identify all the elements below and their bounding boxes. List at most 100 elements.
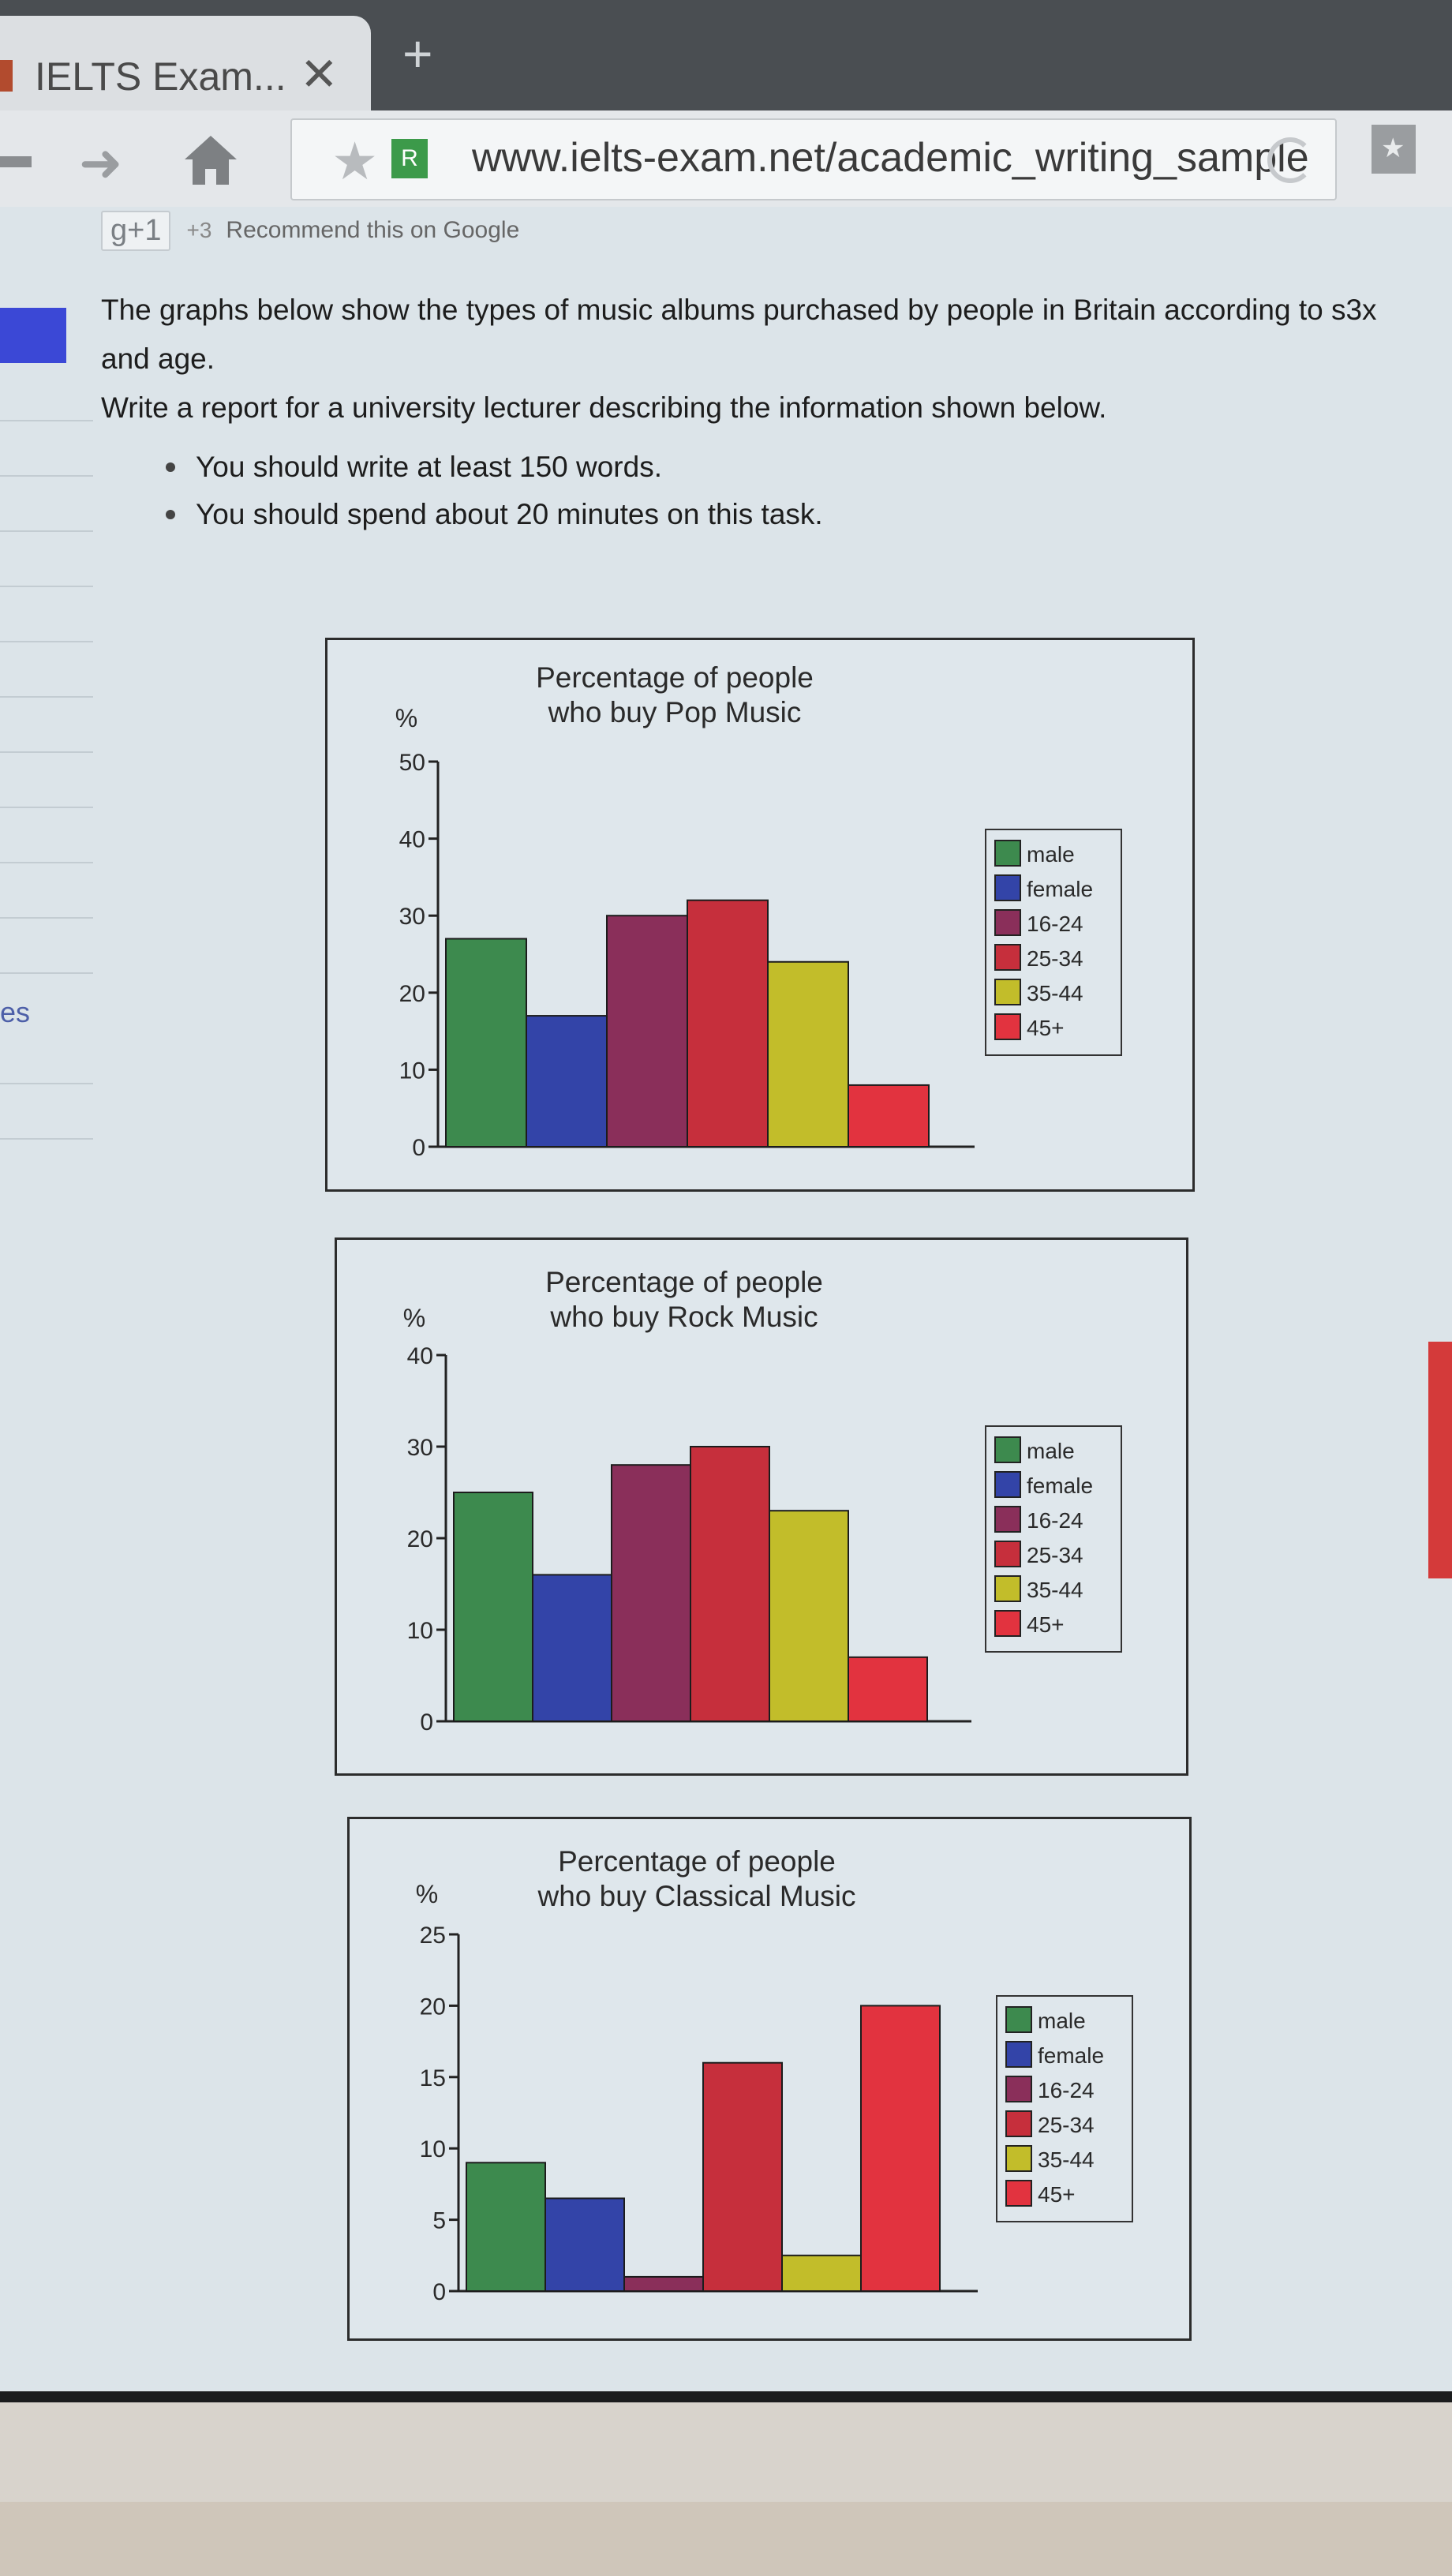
task-line: and age. bbox=[101, 343, 215, 375]
screen-edge bbox=[0, 2391, 1452, 2402]
task-bullets: You should write at least 150 words. You… bbox=[166, 444, 823, 538]
google-plus-widget: g+1 +3 Recommend this on Google bbox=[101, 210, 519, 251]
legend-label: 35-44 bbox=[1027, 1578, 1083, 1602]
legend-swatch bbox=[994, 874, 1021, 901]
legend-swatch bbox=[994, 979, 1021, 1005]
y-tick-label: 30 bbox=[407, 1435, 433, 1461]
site-favicon-icon: R bbox=[391, 139, 428, 178]
gplus-button[interactable]: g+1 bbox=[101, 210, 171, 251]
legend-swatch bbox=[1005, 2180, 1032, 2207]
bar-25-34 bbox=[702, 2061, 783, 2292]
legend-swatch bbox=[994, 1436, 1021, 1463]
home-icon[interactable] bbox=[183, 134, 238, 186]
legend-swatch bbox=[1005, 2145, 1032, 2172]
bar-45+ bbox=[848, 1084, 930, 1148]
y-tick-label: 5 bbox=[432, 2208, 446, 2234]
reload-icon[interactable] bbox=[1267, 137, 1313, 183]
chart-title: who buy Rock Music bbox=[549, 1301, 818, 1333]
sidebar-divider bbox=[0, 696, 93, 698]
legend-box bbox=[985, 829, 1122, 1056]
bar-45+ bbox=[860, 2005, 941, 2292]
sidebar-divider bbox=[0, 862, 93, 863]
bar-male bbox=[466, 2162, 546, 2292]
sidebar-divider bbox=[0, 1083, 93, 1084]
browser-tab[interactable]: IELTS Exam... ✕ bbox=[0, 16, 371, 118]
sidebar-divider bbox=[0, 420, 93, 421]
classical-music-chart: Percentage of people who buy Classical Mu… bbox=[347, 1817, 1192, 2341]
sidebar-divider bbox=[0, 1138, 93, 1140]
chart-title: Percentage of people bbox=[536, 661, 814, 694]
tab-title: IELTS Exam... bbox=[35, 54, 286, 99]
tab-favicon-icon bbox=[0, 60, 13, 92]
sidebar-link[interactable]: es bbox=[0, 996, 31, 1028]
sidebar-accent[interactable] bbox=[0, 308, 66, 363]
y-tick-label: 10 bbox=[407, 1618, 433, 1644]
sidebar-divider bbox=[0, 972, 93, 974]
bar-45+ bbox=[848, 1656, 928, 1722]
legend-label: male bbox=[1027, 1439, 1075, 1463]
bar-16-24 bbox=[606, 915, 688, 1148]
legend-swatch bbox=[994, 1541, 1021, 1567]
url-text[interactable]: www.ielts-exam.net/academic_writing_samp… bbox=[472, 135, 1309, 181]
chart-title: Percentage of people bbox=[558, 1845, 836, 1878]
legend-swatch bbox=[994, 1013, 1021, 1040]
gplus-recommend-text: Recommend this on Google bbox=[226, 217, 520, 243]
sidebar: es bbox=[0, 207, 93, 2398]
legend-swatch bbox=[994, 1506, 1021, 1533]
sidebar-divider bbox=[0, 586, 93, 587]
bar-male bbox=[445, 938, 527, 1148]
legend-swatch bbox=[994, 840, 1021, 867]
bullet-text: You should write at least 150 words. bbox=[196, 451, 662, 483]
y-tick-label: 10 bbox=[399, 1058, 425, 1084]
bullet-text: You should spend about 20 minutes on thi… bbox=[196, 498, 823, 530]
bar-16-24 bbox=[611, 1464, 691, 1722]
sidebar-divider bbox=[0, 530, 93, 532]
y-tick-label: 40 bbox=[399, 827, 425, 853]
legend-label: 16-24 bbox=[1027, 912, 1083, 936]
legend-label: 35-44 bbox=[1038, 2147, 1095, 2172]
bar-male bbox=[453, 1492, 533, 1722]
legend-swatch bbox=[1005, 2110, 1032, 2137]
legend-label: 25-34 bbox=[1027, 1543, 1083, 1567]
y-axis-label: % bbox=[403, 1304, 425, 1332]
y-tick-label: 40 bbox=[407, 1343, 433, 1369]
legend-box bbox=[985, 1425, 1122, 1653]
legend-label: 35-44 bbox=[1027, 981, 1083, 1005]
address-bar[interactable]: ★ R www.ielts-exam.net/academic_writing_… bbox=[290, 118, 1337, 200]
sidebar-divider bbox=[0, 641, 93, 642]
page-content: es g+1 +3 Recommend this on Google The g… bbox=[0, 207, 1452, 2398]
legend-label: 45+ bbox=[1027, 1612, 1065, 1637]
sidebar-divider bbox=[0, 475, 93, 477]
y-axis-label: % bbox=[395, 704, 417, 732]
y-tick-label: 50 bbox=[399, 750, 425, 776]
sidebar-divider bbox=[0, 917, 93, 919]
legend-swatch bbox=[994, 1575, 1021, 1602]
legend-swatch bbox=[1005, 2006, 1032, 2033]
legend-label: male bbox=[1027, 842, 1075, 867]
y-tick-label: 20 bbox=[399, 981, 425, 1007]
bar-25-34 bbox=[687, 899, 769, 1148]
chart-title: Percentage of people bbox=[545, 1266, 823, 1298]
legend-swatch bbox=[994, 909, 1021, 936]
y-tick-label: 10 bbox=[420, 2136, 446, 2162]
y-tick-label: 15 bbox=[420, 2065, 446, 2091]
pop-music-chart: Percentage of people who buy Pop Music% 0 1… bbox=[325, 638, 1195, 1192]
bar-female bbox=[526, 1015, 608, 1148]
bar-35-44 bbox=[769, 1510, 849, 1722]
tab-close-icon[interactable]: ✕ bbox=[300, 49, 339, 100]
bookmark-icon[interactable] bbox=[1372, 125, 1416, 174]
forward-icon[interactable]: ➜ bbox=[79, 133, 123, 192]
back-icon[interactable] bbox=[0, 156, 32, 167]
legend-label: 25-34 bbox=[1038, 2113, 1095, 2137]
chart-title: who buy Classical Music bbox=[537, 1880, 855, 1912]
star-icon[interactable]: ★ bbox=[331, 132, 379, 190]
legend-swatch bbox=[1005, 2041, 1032, 2068]
y-tick-label: 20 bbox=[420, 1994, 446, 2020]
new-tab-icon[interactable]: + bbox=[402, 24, 433, 83]
task-line: The graphs below show the types of music… bbox=[101, 294, 1377, 326]
legend-label: 16-24 bbox=[1027, 1508, 1083, 1533]
gplus-count: +3 bbox=[186, 218, 212, 242]
sidebar-divider bbox=[0, 807, 93, 808]
y-tick-label: 25 bbox=[420, 1923, 446, 1949]
